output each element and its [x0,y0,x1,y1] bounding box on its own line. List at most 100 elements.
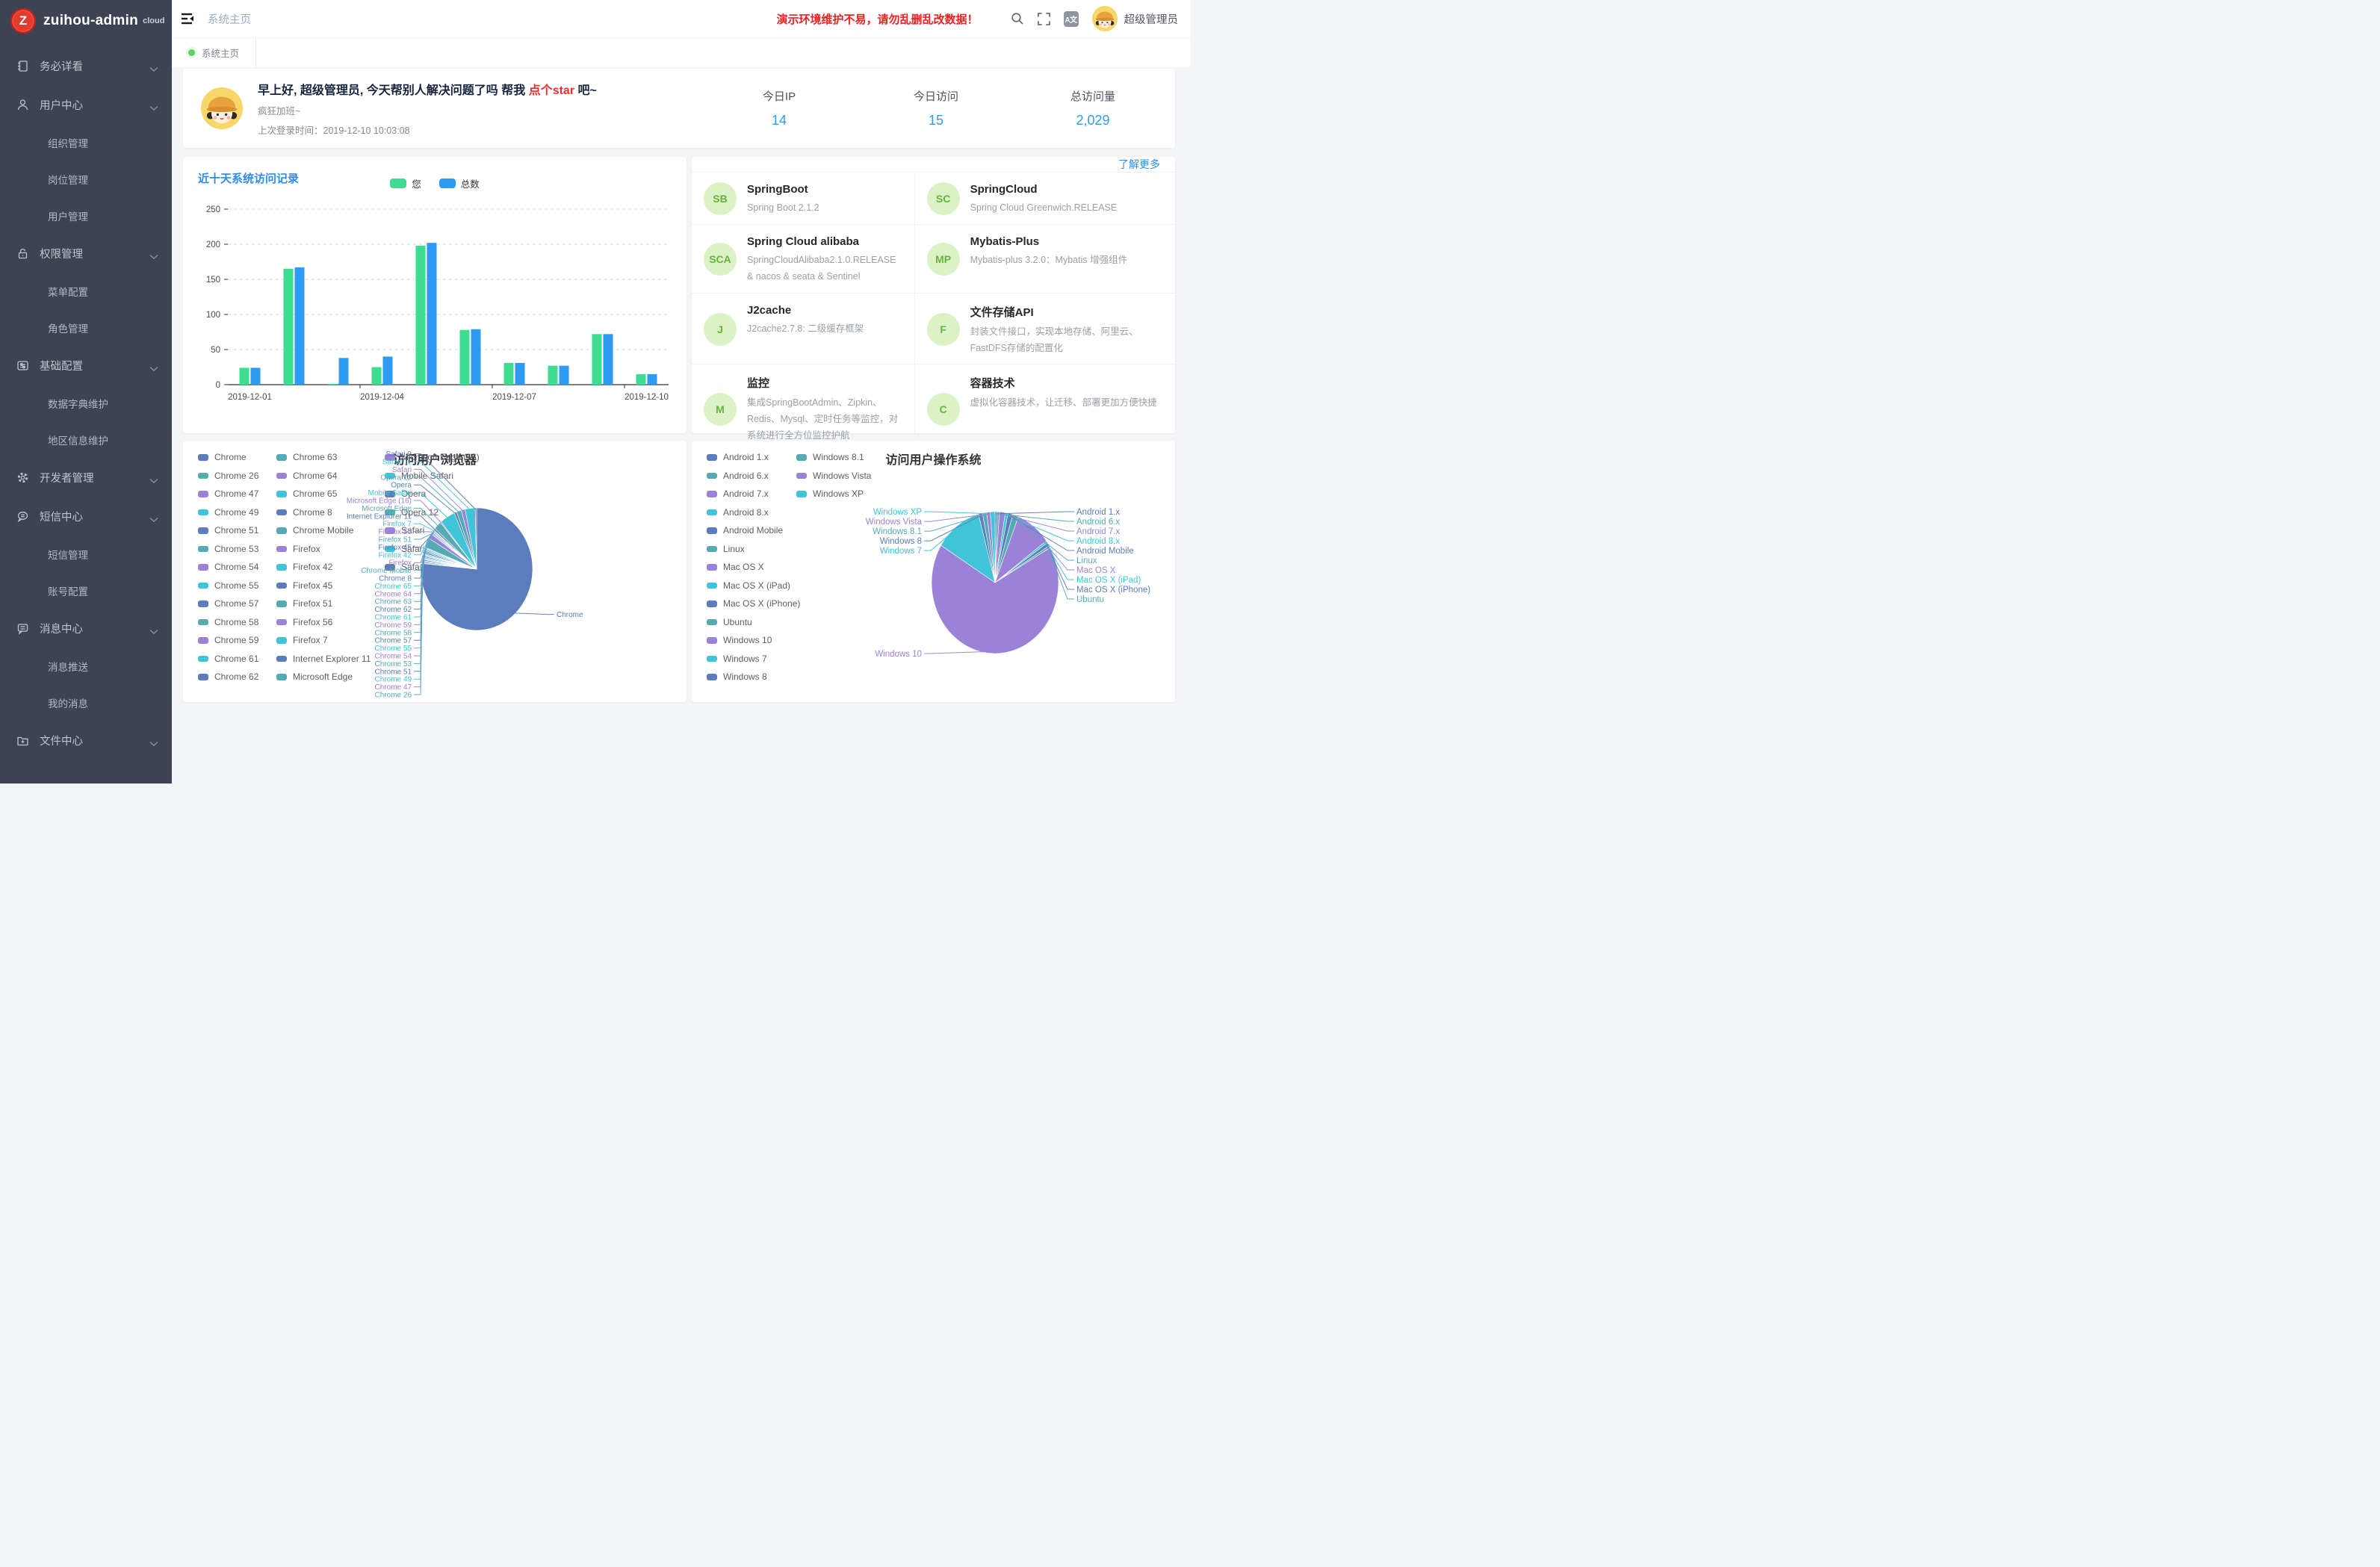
legend-item-Opera[interactable]: Opera [385,485,480,503]
legend-item-Windows 7[interactable]: Windows 7 [707,650,800,668]
legend-label: Chrome 49 [214,507,258,518]
legend-item-Mac OS X (iPhone)[interactable]: Mac OS X (iPhone) [707,595,800,613]
pie-label-Chrome 58: Chrome 58 [375,629,412,637]
legend-item-Chrome[interactable]: Chrome [198,448,258,467]
legend-item-Linux[interactable]: Linux [707,540,800,559]
legend-label: Firefox 7 [293,635,328,645]
sidebar-item-消息推送[interactable]: 消息推送 [0,648,172,684]
legend-item-Chrome 64[interactable]: Chrome 64 [276,467,371,485]
search-icon[interactable] [1010,11,1025,26]
legend-item-Chrome 54[interactable]: Chrome 54 [198,558,258,577]
legend-item-Windows Vista[interactable]: Windows Vista [796,467,871,485]
sidebar-item-label: 消息中心 [40,621,149,636]
legend-item-Windows 8.1[interactable]: Windows 8.1 [796,448,871,467]
last-login: 上次登录时间：2019-12-10 10:03:08 [258,122,734,137]
legend-swatch [276,656,287,663]
pie-slice-Windows 7 [941,514,995,583]
sidebar-item-我的消息[interactable]: 我的消息 [0,684,172,721]
sidebar-item-label: 用户中心 [40,97,149,113]
sidebar-item-菜单配置[interactable]: 菜单配置 [0,273,172,309]
legend-item-Firefox 42[interactable]: Firefox 42 [276,558,371,577]
sidebar-item-消息中心[interactable]: 消息中心 [0,609,172,648]
legend-item-Windows 10[interactable]: Windows 10 [707,631,800,650]
legend-item-Chrome 59[interactable]: Chrome 59 [198,631,258,650]
sidebar-item-岗位管理[interactable]: 岗位管理 [0,161,172,197]
legend-item-Firefox 51[interactable]: Firefox 51 [276,595,371,613]
legend-item-Opera 12[interactable]: Opera 12 [385,503,480,522]
legend-item-Chrome 53[interactable]: Chrome 53 [198,540,258,559]
sidebar-item-文件中心[interactable]: 文件中心 [0,721,172,760]
legend-item-Chrome 65[interactable]: Chrome 65 [276,485,371,503]
legend-item-Firefox 7[interactable]: Firefox 7 [276,631,371,650]
legend-item-Microsoft Edge[interactable]: Microsoft Edge [276,668,371,686]
sidebar-item-数据字典维护[interactable]: 数据字典维护 [0,385,172,421]
sidebar-item-label: 我的消息 [48,695,158,710]
legend-label: Safari 9 [401,562,432,572]
legend-item-Safari 11[interactable]: Safari 11 [385,540,480,559]
legend-item-Chrome 8[interactable]: Chrome 8 [276,503,371,522]
legend-item-Windows 8[interactable]: Windows 8 [707,668,800,686]
breadcrumb[interactable]: 系统主页 [208,11,251,27]
sidebar-item-用户管理[interactable]: 用户管理 [0,197,172,234]
bar-您-2019-12-05 [416,246,426,385]
sidebar-item-地区信息维护[interactable]: 地区信息维护 [0,421,172,458]
legend-item-Android 6.x[interactable]: Android 6.x [707,467,800,485]
legend-item-Chrome 62[interactable]: Chrome 62 [198,668,258,686]
legend-swatch [276,674,287,680]
pie-slice-Mac OS X (iPhone) [995,543,1050,583]
collapse-menu-icon[interactable] [181,13,196,25]
sidebar-item-务必详看[interactable]: 务必详看 [0,46,172,85]
sidebar-item-短信中心[interactable]: 短信中心 [0,497,172,536]
tech-desc: 虚拟化容器技术，让迁移、部署更加方便快捷 [970,395,1157,412]
legend-item-Ubuntu[interactable]: Ubuntu [707,613,800,632]
learn-more-link[interactable]: 了解更多 [1118,157,1160,172]
legend-item-Android 8.x[interactable]: Android 8.x [707,503,800,522]
fullscreen-icon[interactable] [1037,11,1052,26]
pie-label-Chrome 54: Chrome 54 [375,653,412,661]
legend-item-Chrome 51[interactable]: Chrome 51 [198,521,258,540]
sidebar-item-角色管理[interactable]: 角色管理 [0,309,172,346]
legend-item-Mac OS X[interactable]: Mac OS X [707,558,800,577]
greeting-texts: 早上好, 超级管理员, 今天帮别人解决问题了吗 帮我 点个star 吧~ 疯狂加… [258,80,734,137]
language-icon[interactable]: A文 [1064,11,1079,26]
legend-item-Chrome 61[interactable]: Chrome 61 [198,650,258,668]
legend-item-Android 1.x[interactable]: Android 1.x [707,448,800,467]
legend-item-Android Mobile[interactable]: Android Mobile [707,521,800,540]
sidebar-item-开发者管理[interactable]: 开发者管理 [0,458,172,497]
legend-item-Windows XP[interactable]: Windows XP [796,485,871,503]
legend-item-Chrome 49[interactable]: Chrome 49 [198,503,258,522]
legend-label: Ubuntu [723,617,752,627]
legend-item-Chrome 47[interactable]: Chrome 47 [198,485,258,503]
legend-item-Firefox 56[interactable]: Firefox 56 [276,613,371,632]
stat-value: 2,029 [1048,113,1138,128]
legend-item-Chrome 55[interactable]: Chrome 55 [198,577,258,595]
bar-您-2019-12-06 [460,330,470,385]
sidebar-item-基础配置[interactable]: 基础配置 [0,346,172,385]
legend-item-Firefox 45[interactable]: Firefox 45 [276,577,371,595]
sidebar-item-用户中心[interactable]: 用户中心 [0,85,172,124]
sidebar-item-组织管理[interactable]: 组织管理 [0,124,172,161]
legend-item-Chrome 57[interactable]: Chrome 57 [198,595,258,613]
star-link[interactable]: 点个star [529,84,574,97]
legend-item-Android 7.x[interactable]: Android 7.x [707,485,800,503]
sidebar-item-权限管理[interactable]: 权限管理 [0,234,172,273]
tech-stack-card: 了解更多 SBSpringBootSpring Boot 2.1.2SCSpri… [692,157,1175,433]
legend-item-Chrome 63[interactable]: Chrome 63 [276,448,371,467]
legend-item-Chrome 26[interactable]: Chrome 26 [198,467,258,485]
sidebar-item-短信管理[interactable]: 短信管理 [0,536,172,572]
legend-item-Internet Explorer 11[interactable]: Internet Explorer 11 [276,650,371,668]
legend-item-Safari 9[interactable]: Safari 9 [385,558,480,577]
tech-abbr-icon: M [704,393,737,426]
legend-item-Mobile Safari[interactable]: Mobile Safari [385,467,480,485]
legend-item-Mac OS X (iPad)[interactable]: Mac OS X (iPad) [707,577,800,595]
username[interactable]: 超级管理员 [1124,11,1179,27]
legend-item-Chrome 58[interactable]: Chrome 58 [198,613,258,632]
legend-item-Safari[interactable]: Safari [385,521,480,540]
legend-item-Chrome Mobile[interactable]: Chrome Mobile [276,521,371,540]
sidebar-item-账号配置[interactable]: 账号配置 [0,572,172,609]
tab-system-home[interactable]: 系统主页 [172,38,256,67]
avatar[interactable] [1092,6,1118,31]
legend-item-Microsoft Edge (16)[interactable]: Microsoft Edge (16) [385,448,480,467]
legend-item-Firefox[interactable]: Firefox [276,540,371,559]
app-logo[interactable]: Z zuihou-admin cloud [0,0,172,42]
